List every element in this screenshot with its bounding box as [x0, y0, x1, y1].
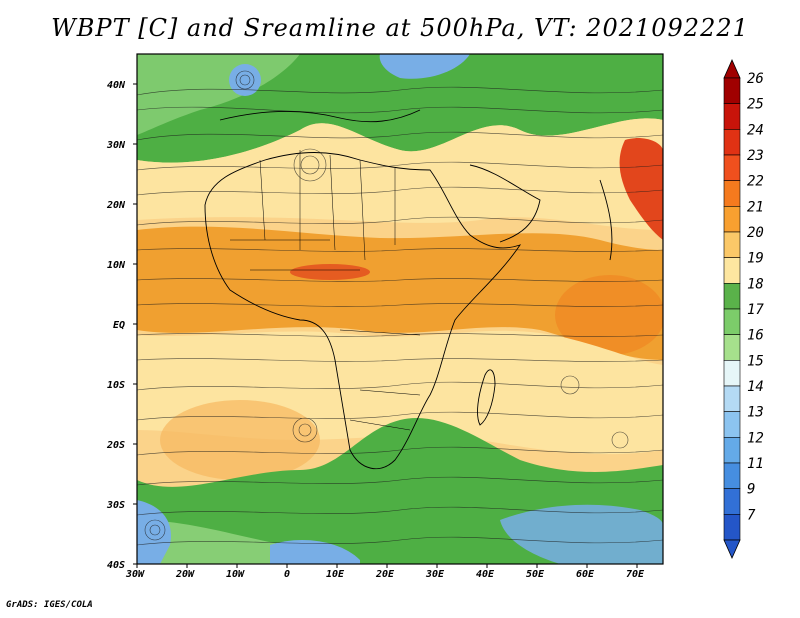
colorbar-label: 12: [747, 430, 764, 446]
colorbar-swatch: [723, 488, 741, 515]
lon-label-0: 0: [284, 569, 290, 580]
colorbar-label: 9: [747, 482, 755, 498]
lat-label-EQ: EQ: [113, 320, 125, 331]
lon-label-20E: 20E: [375, 569, 395, 580]
lon-label-30W: 30W: [125, 569, 145, 580]
colorbar-swatch: [723, 360, 741, 387]
wbpt-region-south-blue-east: [500, 504, 663, 564]
colorbar-label: 14: [747, 379, 764, 395]
wbpt-region-south-blue-center: [270, 540, 360, 564]
colorbar-swatch: [723, 462, 741, 489]
lat-label-40S: 40S: [107, 560, 125, 571]
map-frame: [137, 54, 663, 564]
colorbar-label: 26: [747, 71, 764, 87]
wbpt-region-south-blue-west: [137, 500, 171, 564]
lat-label-10S: 10S: [107, 380, 125, 391]
arabia-coastline: [469, 164, 541, 243]
colorbar-label: 13: [747, 405, 764, 421]
india-coastline: [599, 179, 613, 261]
chart-title: WBPT [C] and Sreamline at 500hPa, VT: 20…: [51, 14, 749, 42]
coastlines: [204, 109, 613, 470]
colorbar-label: 17: [747, 302, 764, 318]
colorbar-swatch: [723, 514, 741, 541]
wbpt-region-warm-east: [555, 275, 663, 355]
colorbar-swatch: [723, 437, 741, 464]
colorbar-label: 21: [747, 199, 764, 215]
wbpt-region-warm-south: [160, 400, 320, 480]
colorbar-swatch: [723, 411, 741, 438]
lon-label-10W: 10W: [226, 569, 245, 580]
colorbar-swatch: [723, 283, 741, 310]
lat-label-20N: 20N: [106, 200, 126, 211]
colorbar-swatch: [723, 308, 741, 335]
colorbar-swatch: [723, 103, 741, 130]
lon-label-40E: 40E: [476, 569, 495, 580]
wbpt-region-warm-band: [137, 226, 663, 360]
lat-label-40N: 40N: [107, 80, 126, 91]
lat-axis: 40N 30N 20N 10N EQ 10S 20S 30S 40S: [106, 80, 137, 571]
wbpt-region-hot-spot-east: [619, 138, 663, 240]
lon-label-60E: 60E: [576, 569, 595, 580]
colorbar-label: 24: [747, 122, 764, 138]
lat-label-30S: 30S: [106, 500, 125, 511]
colorbar-label: 25: [747, 97, 764, 113]
lon-label-70E: 70E: [626, 569, 645, 580]
lon-label-20W: 20W: [175, 569, 195, 580]
lat-label-30N: 30N: [106, 140, 126, 151]
colorbar-swatch: [723, 129, 741, 156]
colorbar-swatch: [723, 154, 741, 181]
lon-label-30E: 30E: [425, 569, 445, 580]
colorbar-label: 20: [747, 225, 764, 241]
wbpt-region-hot-spot-sahel: [290, 264, 370, 280]
wbpt-region-pale-north: [137, 118, 663, 230]
grads-credit: GrADS: IGES/COLA: [6, 600, 93, 610]
colorbar-label: 11: [747, 456, 764, 472]
colorbar: 26 25 24 23 22 21 20 19 18 17 16 15 14 13 12 11 9 7: [723, 59, 764, 559]
colorbar-label: 22: [747, 174, 764, 190]
lon-axis: 30W 20W 10W 0 10E 20E 30E 40E 50E 60E 70…: [125, 564, 645, 580]
colorbar-swatch: [723, 257, 741, 284]
streamlines: [137, 70, 663, 546]
colorbar-top-arrow: [723, 59, 741, 79]
madagascar-coastline: [477, 369, 496, 426]
lat-label-10N: 10N: [107, 260, 126, 271]
lat-label-20S: 20S: [106, 440, 125, 451]
colorbar-label: 7: [747, 507, 756, 523]
colorbar-label: 16: [747, 328, 764, 344]
colorbar-swatch: [723, 334, 741, 361]
colorbar-label: 15: [747, 353, 764, 369]
colorbar-swatch: [723, 231, 741, 258]
colorbar-swatch: [723, 77, 741, 104]
borders: [230, 150, 421, 431]
colorbar-bottom-arrow: [723, 539, 741, 559]
colorbar-label: 23: [747, 148, 764, 164]
colorbar-swatch: [723, 206, 741, 233]
colorbar-label: 18: [747, 276, 764, 292]
colorbar-swatch: [723, 180, 741, 207]
lon-label-10E: 10E: [326, 569, 345, 580]
wbpt-region-north-blue: [379, 54, 470, 79]
map-border: [136, 53, 664, 565]
lon-label-50E: 50E: [526, 569, 545, 580]
wbpt-region-cyclone-blue: [229, 64, 261, 96]
colorbar-swatch: [723, 385, 741, 412]
europe-coastline: [219, 109, 421, 123]
colorbar-label: 19: [747, 251, 764, 267]
